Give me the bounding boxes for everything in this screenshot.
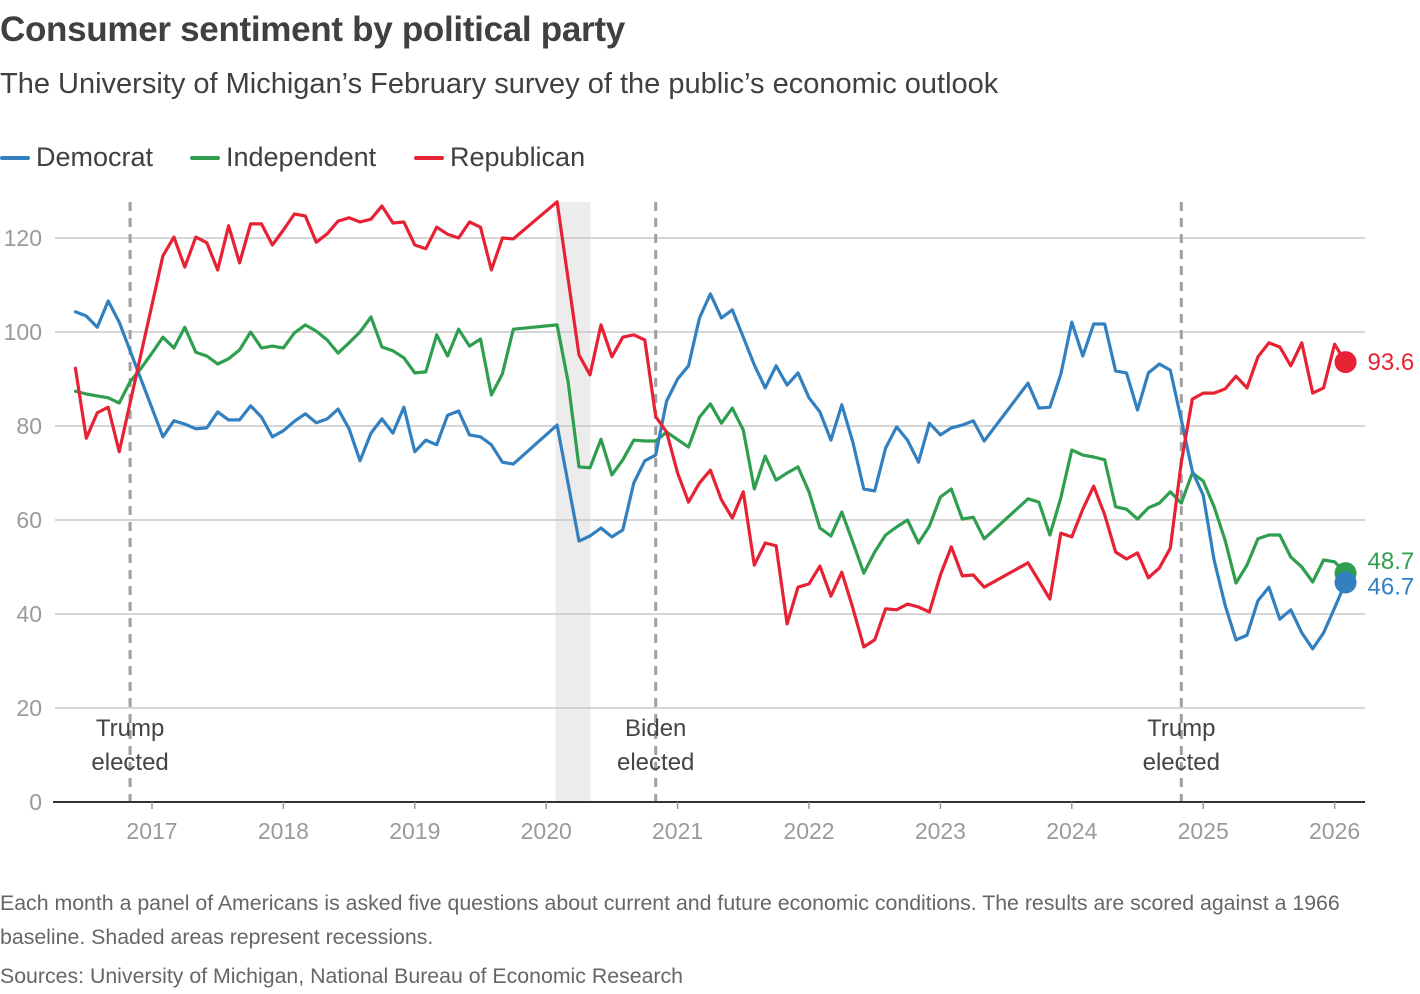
series-line-independent (73, 315, 1348, 585)
legend-swatch-independent (190, 155, 220, 160)
end-value-label: 93.6 (1368, 349, 1415, 376)
y-tick-label: 120 (4, 225, 42, 251)
x-tick-label: 2022 (783, 818, 834, 844)
annotation-label: Trump (96, 715, 164, 742)
y-tick-label: 20 (16, 695, 42, 721)
end-point-republican (1334, 351, 1357, 374)
legend-item-democrat: Democrat (0, 142, 153, 173)
y-tick-label: 40 (16, 601, 42, 627)
end-point-democrat (1334, 571, 1357, 594)
x-tick-label: 2021 (652, 818, 703, 844)
y-tick-label: 80 (16, 413, 42, 439)
legend-swatch-republican (414, 155, 444, 160)
chart-title: Consumer sentiment by political party (0, 10, 625, 49)
chart-subtitle: The University of Michigan’s February su… (0, 68, 999, 100)
legend-item-independent: Independent (190, 142, 376, 173)
series-line-democrat (73, 292, 1348, 651)
annotation-label: elected (617, 749, 694, 776)
legend-item-republican: Republican (414, 142, 585, 173)
annotation-label: elected (1143, 749, 1220, 776)
y-tick-label: 100 (4, 319, 42, 345)
x-tick-label: 2025 (1178, 818, 1229, 844)
legend-label-democrat: Democrat (36, 142, 154, 172)
x-tick-label: 2018 (258, 818, 309, 844)
y-tick-label: 60 (16, 507, 42, 533)
annotation-label: Biden (625, 715, 686, 742)
x-tick-label: 2020 (521, 818, 572, 844)
x-tick-label: 2026 (1309, 818, 1360, 844)
x-tick-label: 2019 (389, 818, 440, 844)
legend-swatch-democrat (0, 155, 30, 160)
x-tick-label: 2024 (1046, 818, 1097, 844)
annotation-label: elected (91, 749, 168, 776)
end-value-label: 46.7 (1368, 574, 1415, 601)
y-tick-label: 0 (29, 789, 42, 815)
end-value-label: 48.7 (1368, 548, 1415, 575)
x-tick-label: 2017 (126, 818, 177, 844)
chart-source: Sources: University of Michigan, Nationa… (0, 964, 683, 988)
x-tick-label: 2023 (915, 818, 966, 844)
legend-label-republican: Republican (450, 142, 586, 172)
annotation-label: Trump (1147, 715, 1215, 742)
chart-note: Each month a panel of Americans is asked… (0, 891, 1340, 949)
legend-label-independent: Independent (226, 142, 377, 172)
series-line-republican (73, 200, 1348, 649)
